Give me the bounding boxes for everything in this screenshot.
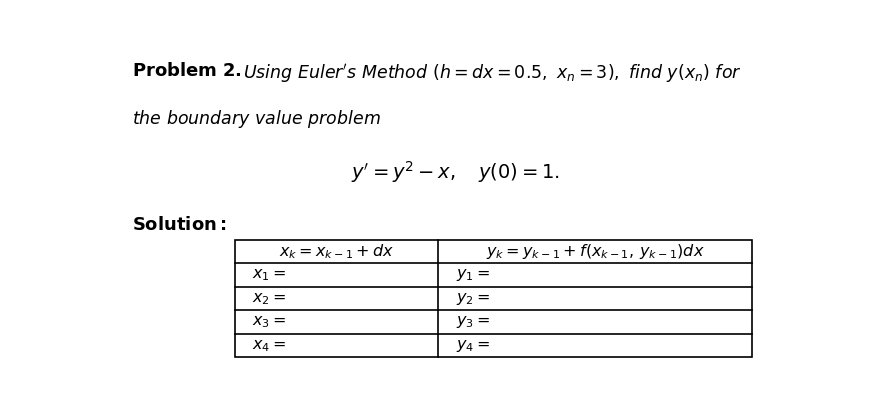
Text: $y_2 =$: $y_2 =$ (456, 290, 490, 307)
Bar (235, 240, 752, 357)
Text: $x_2 =$: $x_2 =$ (252, 290, 286, 307)
Text: $y_k = y_{k-1} + f(x_{k-1},\, y_{k-1})dx$: $y_k = y_{k-1} + f(x_{k-1},\, y_{k-1})dx… (485, 242, 704, 261)
Text: $y_4 =$: $y_4 =$ (456, 337, 490, 354)
Text: $x_4 =$: $x_4 =$ (252, 337, 286, 354)
Text: $x_1 =$: $x_1 =$ (252, 267, 286, 283)
Text: $y_3 =$: $y_3 =$ (456, 314, 490, 330)
Text: $\bf{Problem\ 2.}$: $\bf{Problem\ 2.}$ (132, 62, 242, 80)
Text: $x_3 =$: $x_3 =$ (252, 314, 286, 330)
Text: $\bf{Solution:}$: $\bf{Solution:}$ (132, 216, 227, 234)
Text: $\it{Using\ Euler' s\ Method\ (h = dx = 0.5,\ x_n = 3),\ find\ y(x_n)\ for}$: $\it{Using\ Euler' s\ Method\ (h = dx = … (244, 62, 742, 85)
Text: $x_k = x_{k-1} + dx$: $x_k = x_{k-1} + dx$ (279, 242, 395, 261)
Text: $y_1 =$: $y_1 =$ (456, 267, 490, 283)
Text: $\it{the\ boundary\ value\ problem}$: $\it{the\ boundary\ value\ problem}$ (132, 108, 380, 130)
Text: $y' = y^2 - x, \quad y(0) = 1.$: $y' = y^2 - x, \quad y(0) = 1.$ (351, 159, 560, 185)
